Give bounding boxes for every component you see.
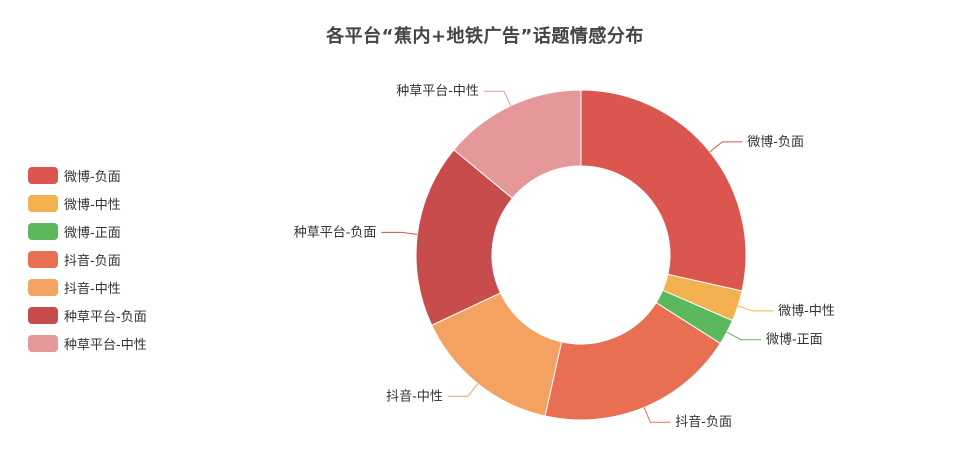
legend-label: 微博-正面: [64, 225, 121, 241]
label-leader-line: [726, 331, 761, 341]
legend: 微博-负面 微博-中性 微博-正面 抖音-负面 抖音-中性 种草平台-负面 种草…: [28, 161, 147, 357]
legend-item[interactable]: 抖音-负面: [28, 245, 147, 273]
slice-label: 微博-负面: [747, 135, 804, 150]
label-leader-line: [381, 231, 418, 235]
label-leader-line: [447, 383, 479, 397]
slice-label: 微博-正面: [766, 333, 823, 348]
chart-title: 各平台“蕉内+地铁广告”话题情感分布: [326, 26, 644, 47]
legend-label: 种草平台-中性: [64, 337, 147, 353]
slice-label: 抖音-中性: [386, 388, 443, 404]
legend-label: 抖音-负面: [64, 253, 121, 269]
legend-swatch: [28, 250, 58, 268]
label-leader-line: [643, 407, 671, 423]
legend-label: 种草平台-负面: [64, 309, 147, 325]
legend-label: 微博-负面: [64, 169, 121, 185]
legend-item[interactable]: 种草平台-中性: [28, 329, 147, 357]
slice-label: 种草平台-中性: [396, 84, 479, 99]
legend-swatch: [28, 306, 58, 324]
slice-label: 抖音-负面: [675, 414, 732, 430]
legend-item[interactable]: 微博-负面: [28, 161, 147, 189]
donut-slice[interactable]: [415, 149, 514, 326]
legend-item[interactable]: 种草平台-负面: [28, 301, 147, 329]
donut-slice[interactable]: [453, 89, 582, 199]
label-leader-line: [709, 141, 743, 153]
legend-swatch: [28, 194, 58, 212]
donut-slice[interactable]: [544, 301, 722, 421]
label-leader-line: [737, 305, 774, 312]
legend-item[interactable]: 微博-中性: [28, 189, 147, 217]
legend-item[interactable]: 抖音-中性: [28, 273, 147, 301]
legend-swatch: [28, 166, 58, 184]
legend-label: 微博-中性: [64, 197, 121, 213]
slice-label: 微博-中性: [778, 304, 835, 319]
label-leader-line: [483, 90, 512, 106]
legend-swatch: [28, 334, 58, 352]
slice-label: 种草平台-负面: [294, 225, 377, 240]
legend-swatch: [28, 222, 58, 240]
legend-item[interactable]: 微博-正面: [28, 217, 147, 245]
legend-swatch: [28, 278, 58, 296]
legend-label: 抖音-中性: [64, 281, 121, 297]
donut-slice[interactable]: [580, 89, 747, 292]
